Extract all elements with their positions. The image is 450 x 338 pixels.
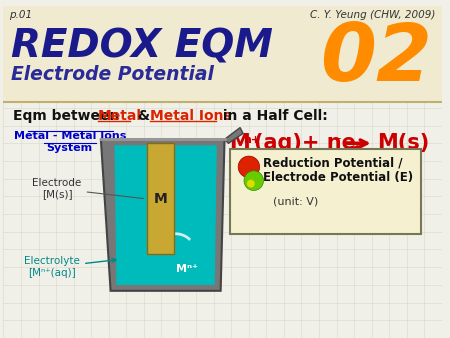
Text: REDOX EQM: REDOX EQM: [11, 27, 273, 65]
Text: Eqm between: Eqm between: [13, 109, 125, 123]
Text: (unit: V): (unit: V): [273, 196, 319, 207]
Text: M: M: [154, 192, 168, 206]
Text: Metal Ions: Metal Ions: [149, 109, 231, 123]
Text: Reduction Potential /: Reduction Potential /: [264, 156, 403, 169]
Text: System: System: [47, 143, 93, 153]
Text: ⁻: ⁻: [335, 136, 341, 148]
Text: M(s): M(s): [378, 134, 430, 153]
Text: &: &: [133, 109, 155, 123]
Text: n+: n+: [243, 136, 260, 145]
Circle shape: [244, 171, 264, 191]
Circle shape: [238, 156, 260, 178]
Text: Mⁿ⁺: Mⁿ⁺: [176, 264, 198, 274]
Text: Electrolyte
[Mⁿ⁺(aq)]: Electrolyte [Mⁿ⁺(aq)]: [24, 257, 116, 278]
Text: in a Half Cell:: in a Half Cell:: [218, 109, 328, 123]
FancyBboxPatch shape: [230, 149, 421, 234]
Text: (aq)+ ne: (aq)+ ne: [254, 134, 356, 153]
Text: Electrode Potential (E): Electrode Potential (E): [264, 171, 414, 184]
Polygon shape: [101, 139, 225, 291]
Text: p.01: p.01: [9, 9, 32, 20]
FancyBboxPatch shape: [147, 143, 175, 255]
FancyBboxPatch shape: [4, 6, 442, 102]
Text: 02: 02: [320, 20, 432, 98]
Text: Metal: Metal: [98, 109, 142, 123]
Polygon shape: [114, 145, 217, 285]
Polygon shape: [225, 127, 243, 143]
Text: Metal - Metal Ions: Metal - Metal Ions: [14, 131, 126, 142]
Text: C. Y. Yeung (CHW, 2009): C. Y. Yeung (CHW, 2009): [310, 9, 436, 20]
Text: Electrode Potential: Electrode Potential: [11, 65, 214, 83]
Text: Electrode
[M(s)]: Electrode [M(s)]: [32, 178, 144, 199]
Circle shape: [247, 180, 255, 188]
Text: M: M: [230, 134, 250, 153]
